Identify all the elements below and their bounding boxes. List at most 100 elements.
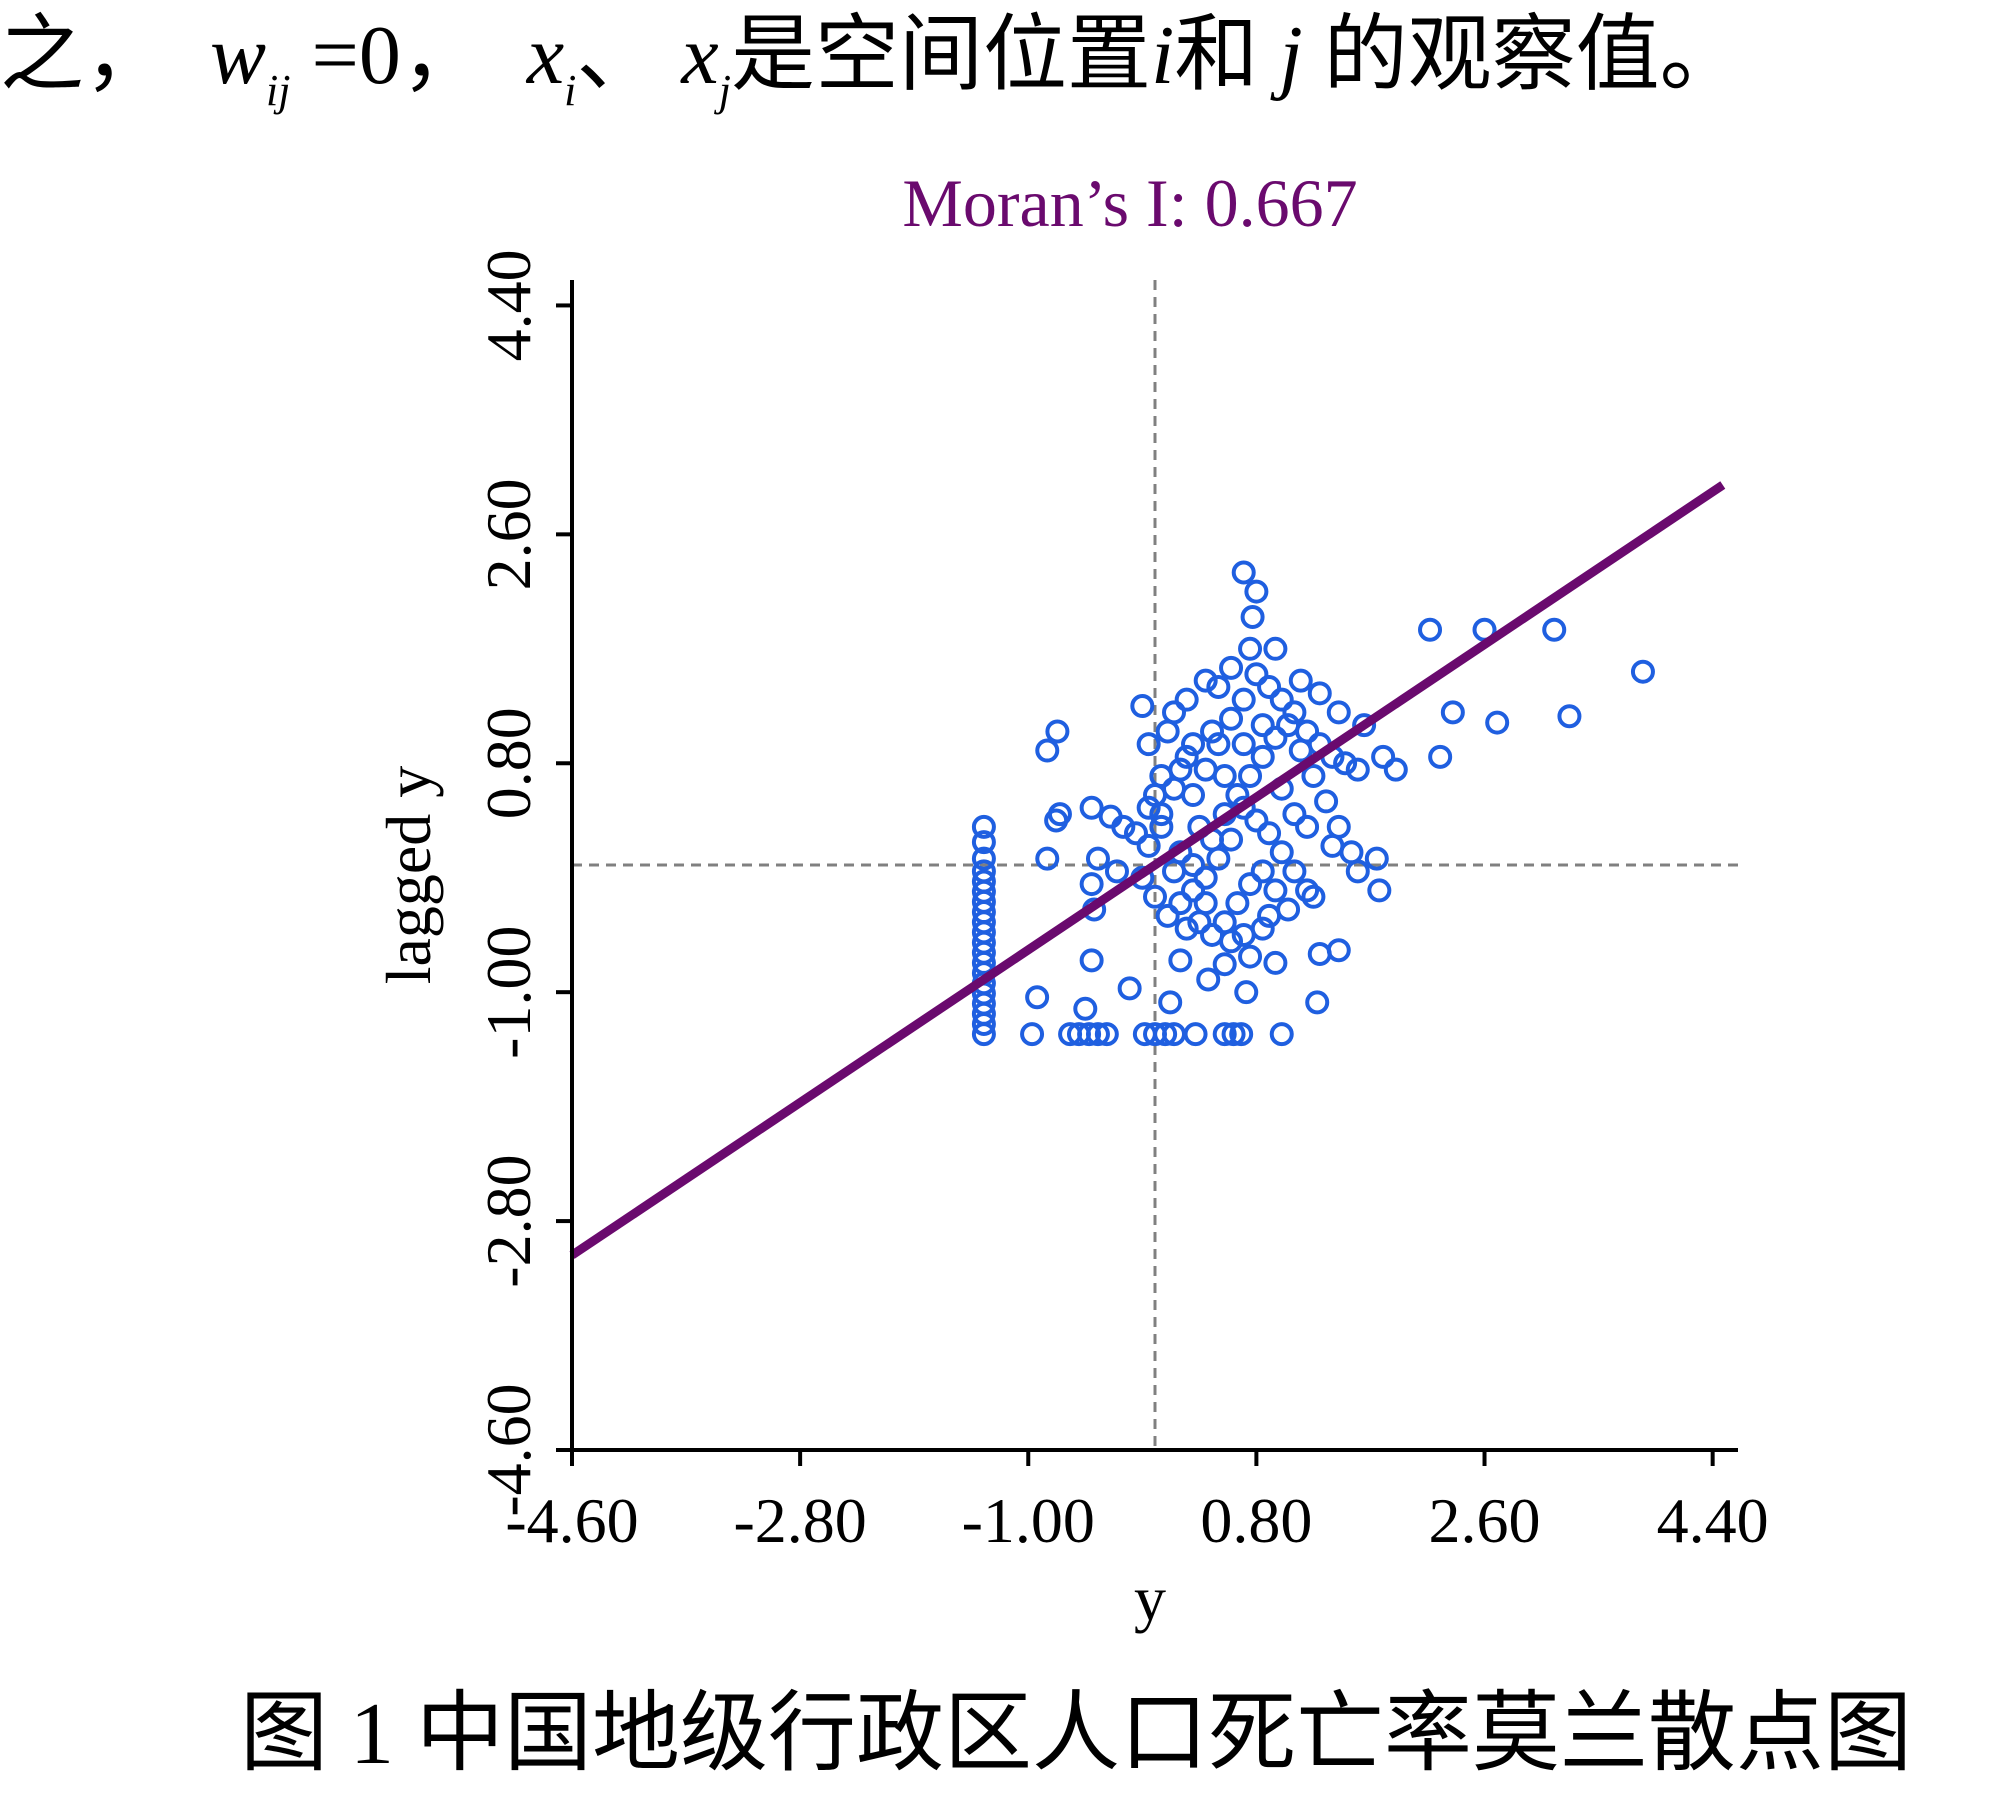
y-axis-label: lagged y [373, 766, 444, 985]
data-point [971, 814, 996, 839]
data-point [1282, 700, 1307, 725]
data-point [1250, 859, 1275, 884]
data-point [1485, 710, 1510, 735]
x-axis-label: y [1134, 1563, 1166, 1634]
data-point [1244, 579, 1269, 604]
data-point [1428, 744, 1453, 769]
data-point [1020, 1022, 1045, 1047]
data-point [1238, 636, 1263, 661]
data-point [1219, 706, 1244, 731]
data-point [971, 859, 996, 884]
data-point [1025, 985, 1050, 1010]
intro-and: 和 [1174, 9, 1259, 102]
x-tick-label: 0.80 [1200, 1485, 1312, 1556]
data-point [1288, 738, 1313, 763]
data-point [1181, 878, 1206, 903]
intro-suffix: 的观察值。 [1323, 9, 1744, 102]
data-point [1257, 821, 1282, 846]
data-point [1383, 757, 1408, 782]
data-point [1288, 668, 1313, 693]
data-point [1212, 1022, 1237, 1047]
w-symbol: w [210, 9, 267, 102]
data-point [1212, 952, 1237, 977]
chart-title: Moran’s I: 0.667 [902, 165, 1357, 241]
x-tick-label: 2.60 [1429, 1485, 1541, 1556]
data-point [1149, 814, 1174, 839]
data-point [1168, 948, 1193, 973]
data-point [1181, 783, 1206, 808]
data-point [1238, 872, 1263, 897]
data-point [1085, 1022, 1110, 1047]
data-point [1193, 891, 1218, 916]
data-point [1367, 878, 1392, 903]
data-point [1276, 897, 1301, 922]
data-point [1250, 713, 1275, 738]
data-point [1234, 980, 1259, 1005]
xi-subscript: i [564, 66, 577, 115]
data-point [1073, 996, 1098, 1021]
data-point [1307, 681, 1332, 706]
data-point [1269, 687, 1294, 712]
separator: 、 [576, 9, 661, 102]
data-point [1104, 859, 1129, 884]
data-point [1200, 719, 1225, 744]
x-tick-label: -4.60 [505, 1485, 638, 1556]
data-point [1371, 744, 1396, 769]
data-point [1238, 944, 1263, 969]
y-tick-label: 4.40 [473, 249, 544, 361]
w-subscript: ij [266, 66, 291, 115]
data-point [1200, 922, 1225, 947]
j-symbol: j [1279, 9, 1303, 102]
data-point [1557, 704, 1582, 729]
intro-sentence: 之， wij =0， xi、 xj是空间位置i和 j 的观察值。 [0, 6, 1744, 141]
data-point [1168, 891, 1193, 916]
data-point [1225, 891, 1250, 916]
data-point [1035, 738, 1060, 763]
xj-subscript: j [718, 66, 731, 115]
data-point [1307, 942, 1332, 967]
data-point [1364, 846, 1389, 871]
data-point [1183, 1022, 1208, 1047]
data-point [1418, 617, 1443, 642]
data-point [1630, 659, 1655, 684]
data-point [1085, 846, 1110, 871]
intro-mid: 是空间位置 [730, 9, 1151, 102]
data-point [1111, 814, 1136, 839]
data-point [1314, 789, 1339, 814]
i-symbol: i [1150, 9, 1175, 102]
data-point [1143, 884, 1167, 909]
equals-zero: =0， [311, 9, 485, 102]
data-point [1035, 846, 1060, 871]
data-point [971, 830, 996, 855]
data-point [1263, 636, 1288, 661]
data-point [1326, 700, 1351, 725]
xi-symbol: x [526, 9, 565, 102]
data-point [1162, 700, 1187, 725]
data-point [1077, 1022, 1102, 1047]
y-tick-label: -2.80 [473, 1154, 544, 1287]
data-point [1263, 950, 1288, 975]
regression-line [569, 481, 1726, 1259]
data-point [971, 869, 996, 894]
data-point [1326, 938, 1351, 963]
data-point [1244, 808, 1269, 833]
data-point [1257, 674, 1282, 699]
y-tick-label: 0.80 [473, 707, 544, 819]
data-point [1162, 859, 1187, 884]
data-point [1257, 903, 1282, 928]
data-point [1193, 668, 1218, 693]
data-point [1250, 744, 1275, 769]
data-point [1282, 859, 1307, 884]
data-point [1301, 763, 1326, 788]
data-point [1079, 795, 1104, 820]
data-point [1269, 1022, 1294, 1047]
data-point [1079, 948, 1104, 973]
data-point [1206, 846, 1231, 871]
xj-symbol: x [681, 9, 719, 102]
data-point [1276, 713, 1301, 738]
data-point [1345, 757, 1370, 782]
data-point [1231, 732, 1256, 757]
data-point [1244, 662, 1269, 687]
data-point [1320, 833, 1345, 858]
